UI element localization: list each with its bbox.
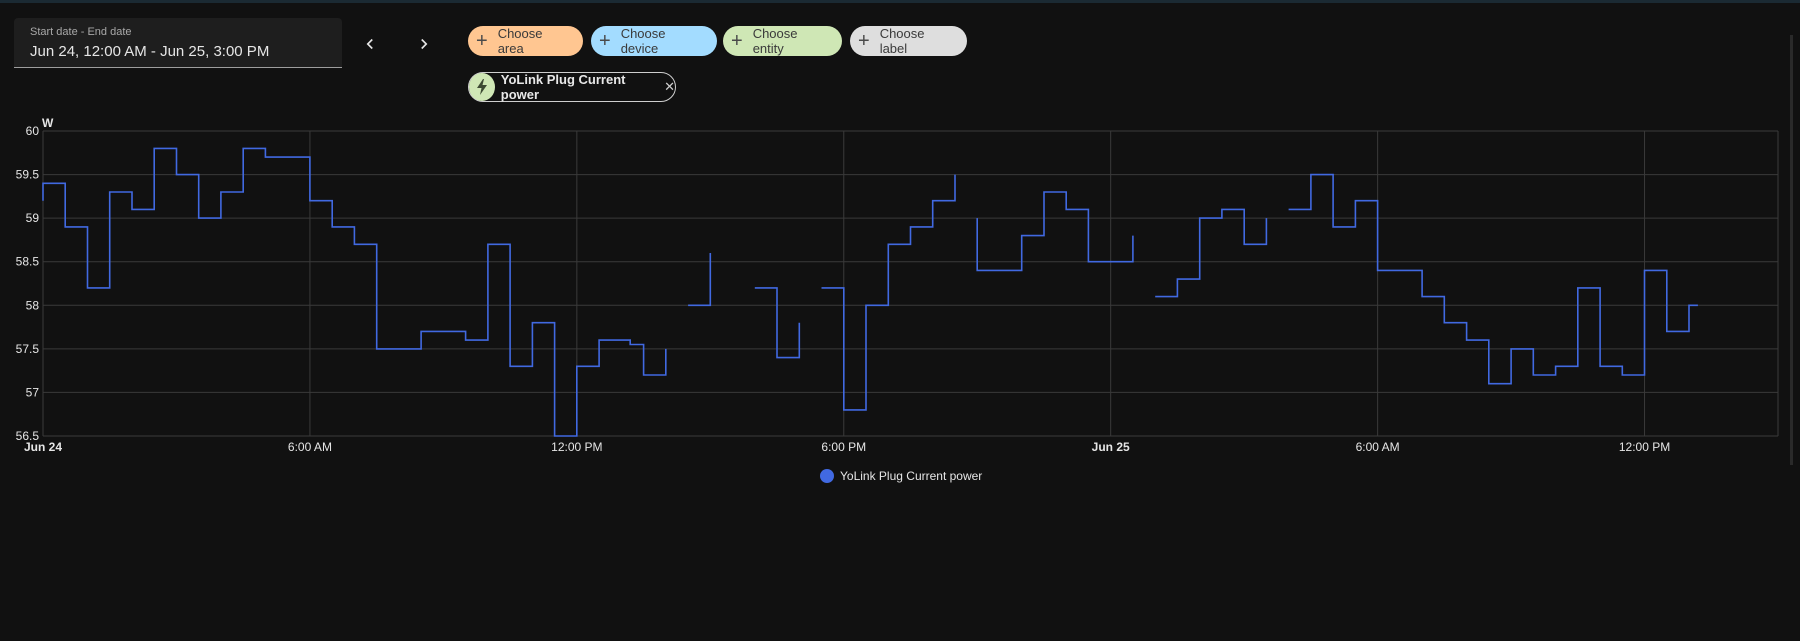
x-tick-label: 6:00 AM [1356,440,1400,454]
x-tick-label: Jun 25 [1092,440,1130,454]
date-range-label: Start date - End date [30,26,132,38]
series-line-segment [1155,208,1268,298]
scrollbar[interactable] [1790,35,1793,465]
y-tick-label: 57.5 [16,342,40,356]
y-tick-label: 59.5 [16,168,40,182]
date-range-picker[interactable]: Start date - End date Jun 24, 12:00 AM -… [14,18,342,68]
plus-icon: + [731,30,743,52]
y-tick-label: 56.5 [16,429,40,443]
x-tick-label: 12:00 PM [551,440,602,454]
chevron-left-icon [366,38,373,50]
y-tick-label: 59 [26,211,40,225]
selected-entity-name: YoLink Plug Current power [500,72,626,102]
choose-entity-label: Choose entity [752,26,798,56]
lightning-bolt-icon [469,73,495,101]
choose-label-chip[interactable]: + Choose label [850,26,967,56]
top-accent-line [0,0,1800,3]
choose-entity-chip[interactable]: + Choose entity [723,26,842,56]
series-line-segment [821,174,956,411]
choose-area-chip[interactable]: + Choose area [468,26,583,56]
choose-device-chip[interactable]: + Choose device [591,26,717,56]
y-tick-label: 58 [26,298,40,312]
previous-period-button[interactable] [352,26,388,62]
series-line-segment [754,287,801,359]
selected-entity-chip[interactable]: YoLink Plug Current power ✕ [468,72,676,102]
series-line-segment [42,147,667,437]
y-tick-label: 60 [26,124,40,138]
legend-label: YoLink Plug Current power [840,469,983,483]
plus-icon: + [476,30,488,52]
x-tick-label: 6:00 PM [821,440,866,454]
x-tick-label: 12:00 PM [1619,440,1670,454]
plus-icon: + [858,30,870,52]
legend-color-dot [820,469,834,483]
chart-legend-item[interactable]: YoLink Plug Current power [820,469,982,483]
chevron-right-icon [421,38,428,50]
choose-device-label: Choose device [620,26,666,56]
series-line-segment [688,253,712,307]
series-line-segment [976,191,1134,272]
y-axis-unit-label: W [42,116,54,130]
date-range-value: Jun 24, 12:00 AM - Jun 25, 3:00 PM [30,43,270,60]
history-chart: 60 59.5 59 58.5 58 57.5 57 56.5 W Jun 24 6:00 AM 12… [0,110,1800,500]
next-period-button[interactable] [406,26,442,62]
choose-label-label: Choose label [879,26,925,56]
choose-area-label: Choose area [497,26,543,56]
history-chart-svg: 60 59.5 59 58.5 58 57.5 57 56.5 W Jun 24 6:00 AM 12… [16,116,1779,454]
y-tick-label: 58.5 [16,255,40,269]
plus-icon: + [599,30,611,52]
x-tick-label: 6:00 AM [288,440,332,454]
series-line-segment [1288,173,1698,385]
close-icon[interactable]: ✕ [664,79,675,94]
x-tick-label: Jun 24 [24,440,62,454]
y-tick-label: 57 [26,385,40,399]
